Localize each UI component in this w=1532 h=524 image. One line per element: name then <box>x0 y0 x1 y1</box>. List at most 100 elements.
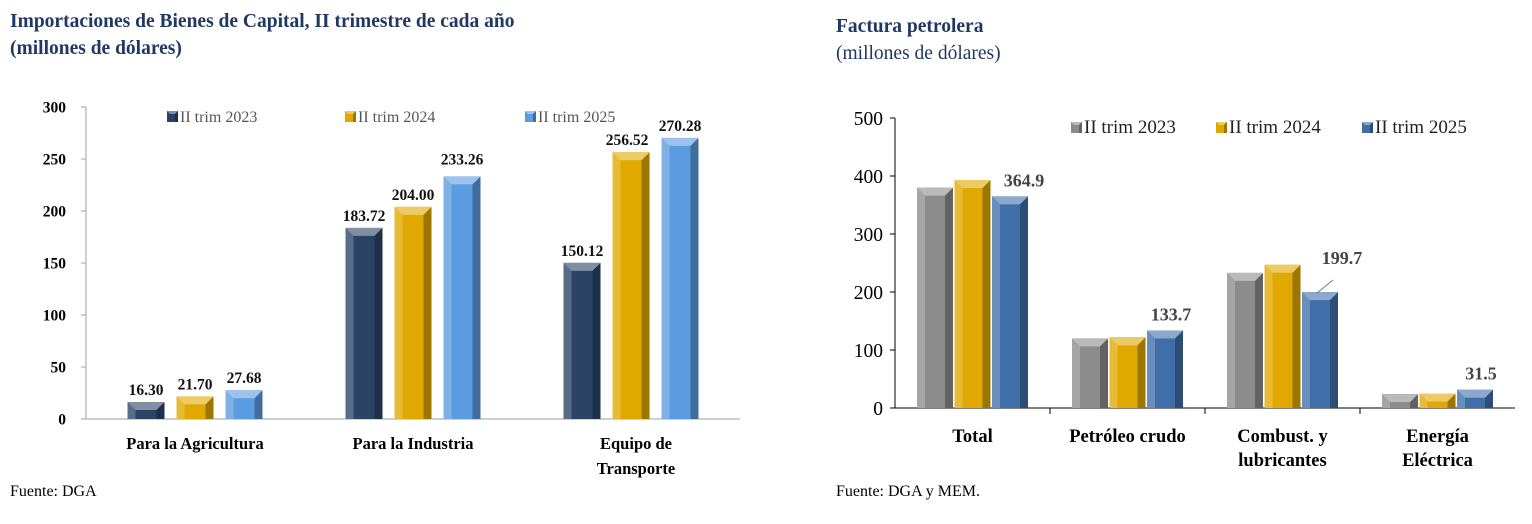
bar-equipo-de-transporte-ii-trim-2025-top-face <box>661 137 699 146</box>
x-category-label: Transporte <box>597 459 676 478</box>
y-tick-label: 200 <box>43 203 67 220</box>
y-tick-label: 150 <box>43 255 67 272</box>
bar-para-la-industria-ii-trim-2024-left-face <box>394 206 403 419</box>
bar-para-la-agricultura-ii-trim-2023-right-face <box>156 402 165 419</box>
bar-equipo-de-transporte-ii-trim-2023-right-face <box>592 262 601 419</box>
bar-energia-electrica-ii-trim-2025-right-face <box>1485 389 1493 408</box>
y-tick-label: 300 <box>854 225 883 246</box>
bar-total-ii-trim-2025-top-face <box>992 196 1028 205</box>
bar-petroleo-crudo-ii-trim-2023-top-face <box>1072 338 1108 347</box>
x-category-label: Para la Industria <box>352 434 473 453</box>
bar-equipo-de-transporte-ii-trim-2023-left-face <box>563 262 572 419</box>
bar-equipo-de-transporte-ii-trim-2024-left-face <box>612 152 621 420</box>
data-label: 364.9 <box>1004 170 1045 190</box>
data-label: 16.30 <box>129 382 164 399</box>
bar-combust-y-lubricantes-ii-trim-2024-left-face <box>1264 264 1273 408</box>
bar-combust-y-lubricantes-ii-trim-2025-right-face <box>1330 292 1338 408</box>
bar-combust-y-lubricantes-ii-trim-2024-top-face <box>1264 264 1301 273</box>
bar-para-la-agricultura-ii-trim-2025-left-face <box>225 390 234 419</box>
bar-petroleo-crudo-ii-trim-2023-left-face <box>1072 338 1080 408</box>
legend-swatch-ii-trim-2023 <box>167 111 178 122</box>
bar-para-la-agricultura-ii-trim-2023-top-face <box>127 402 165 411</box>
data-label: 150.12 <box>561 243 604 260</box>
legend-swatch-ii-trim-2025-top <box>1362 122 1373 125</box>
capital-goods-chart: 0 50 100 150 200 250 300 16.30 21.70 27.68 Para la… <box>43 99 740 478</box>
bar-para-la-industria-ii-trim-2024-right-face <box>423 206 432 419</box>
bar-total-ii-trim-2025-right-face <box>1020 196 1028 408</box>
bar-para-la-agricultura-ii-trim-2025-top-face <box>225 390 263 399</box>
bar-energia-electrica-ii-trim-2024-left-face <box>1419 393 1428 408</box>
bar-petroleo-crudo-ii-trim-2025-top-face <box>1147 330 1183 339</box>
bar-combust-y-lubricantes-ii-trim-2025-top-face <box>1302 292 1338 301</box>
bar-para-la-industria-ii-trim-2023-top-face <box>345 227 383 236</box>
bar-equipo-de-transporte-ii-trim-2023-top-face <box>563 262 601 271</box>
legend-swatch-ii-trim-2025 <box>1362 122 1373 133</box>
legend-swatch-ii-trim-2023 <box>1071 122 1082 133</box>
y-tick-label: 100 <box>43 307 67 324</box>
bar-para-la-agricultura-ii-trim-2023-left-face <box>127 402 136 419</box>
data-label: 256.52 <box>606 132 649 149</box>
legend-label: II trim 2023 <box>1084 117 1176 138</box>
bar-energia-electrica-ii-trim-2025-top-face <box>1457 389 1493 398</box>
legend-swatch-ii-trim-2024-side <box>1224 122 1227 133</box>
data-label: 21.70 <box>178 376 213 393</box>
bar-para-la-industria-ii-trim-2023-left-face <box>345 227 354 419</box>
bar-combust-y-lubricantes-ii-trim-2023-top-face <box>1227 272 1263 281</box>
y-tick-label: 400 <box>854 167 883 188</box>
data-label: 183.72 <box>343 208 386 225</box>
left-source-note: Fuente: DGA <box>10 483 97 500</box>
left-title-line2: (millones de dólares) <box>10 38 182 59</box>
legend-swatch-ii-trim-2024-top <box>345 111 356 114</box>
legend-label: II trim 2025 <box>1375 117 1467 138</box>
bar-petroleo-crudo-ii-trim-2024-left-face <box>1109 337 1118 408</box>
y-tick-label: 50 <box>51 359 67 376</box>
x-category-label: Para la Agricultura <box>126 434 263 453</box>
bar-combust-y-lubricantes-ii-trim-2023-left-face <box>1227 272 1235 408</box>
legend-swatch-ii-trim-2023-side <box>175 111 178 122</box>
y-tick-label: 500 <box>854 109 883 130</box>
bar-combust-y-lubricantes-ii-trim-2024-right-face <box>1292 264 1301 408</box>
data-label: 204.00 <box>392 187 435 204</box>
right-title-line2: (millones de dólares) <box>836 43 1001 64</box>
bar-petroleo-crudo-ii-trim-2024-right-face <box>1137 337 1146 408</box>
legend-swatch-ii-trim-2025 <box>525 111 536 122</box>
bar-para-la-industria-ii-trim-2025-top-face <box>443 176 481 185</box>
bar-petroleo-crudo-ii-trim-2023-right-face <box>1100 338 1108 408</box>
bar-total-ii-trim-2023-right-face <box>945 187 953 408</box>
bar-combust-y-lubricantes-ii-trim-2025-left-face <box>1302 292 1310 408</box>
bar-energia-electrica-ii-trim-2025-left-face <box>1457 389 1465 408</box>
bar-para-la-agricultura-ii-trim-2024-left-face <box>176 396 185 419</box>
y-tick-label: 300 <box>43 99 67 116</box>
legend-label: II trim 2025 <box>538 109 615 126</box>
data-label: 133.7 <box>1151 304 1192 324</box>
legend-label: II trim 2024 <box>358 109 435 126</box>
bar-para-la-agricultura-ii-trim-2025-right-face <box>254 390 263 419</box>
right-title-line1: Factura petrolera <box>836 16 984 37</box>
legend-label: II trim 2023 <box>180 109 257 126</box>
y-tick-label: 0 <box>58 411 66 428</box>
right-chart-title: Factura petrolera (millones de dólares) <box>836 13 1001 67</box>
bar-energia-electrica-ii-trim-2023-top-face <box>1382 394 1418 403</box>
bar-combust-y-lubricantes-ii-trim-2023-right-face <box>1255 272 1263 408</box>
bar-total-ii-trim-2023-left-face <box>917 187 925 408</box>
bar-para-la-agricultura-ii-trim-2024-right-face <box>205 396 214 419</box>
x-category-label: Petróleo crudo <box>1069 427 1186 447</box>
bar-energia-electrica-ii-trim-2023-right-face <box>1410 394 1418 408</box>
x-category-label: Eléctrica <box>1402 451 1473 471</box>
y-tick-label: 250 <box>43 151 67 168</box>
legend-swatch-ii-trim-2024 <box>345 111 356 122</box>
bar-para-la-industria-ii-trim-2023-right-face <box>374 227 383 419</box>
left-title-line1: Importaciones de Bienes de Capital, II t… <box>10 11 515 32</box>
x-category-label: Combust. y <box>1237 427 1328 447</box>
legend-swatch-ii-trim-2023-top <box>1071 122 1082 125</box>
bar-total-ii-trim-2024-top-face <box>954 180 991 189</box>
data-label: 233.26 <box>441 151 484 168</box>
left-chart-title: Importaciones de Bienes de Capital, II t… <box>10 8 514 62</box>
bar-total-ii-trim-2024-left-face <box>954 180 963 408</box>
legend-swatch-ii-trim-2023-side <box>1079 122 1082 133</box>
bar-para-la-industria-ii-trim-2024-top-face <box>394 206 432 215</box>
legend-swatch-ii-trim-2025-side <box>1370 122 1373 133</box>
right-source-note: Fuente: DGA y MEM. <box>836 483 980 500</box>
bar-equipo-de-transporte-ii-trim-2025-right-face <box>690 137 699 419</box>
